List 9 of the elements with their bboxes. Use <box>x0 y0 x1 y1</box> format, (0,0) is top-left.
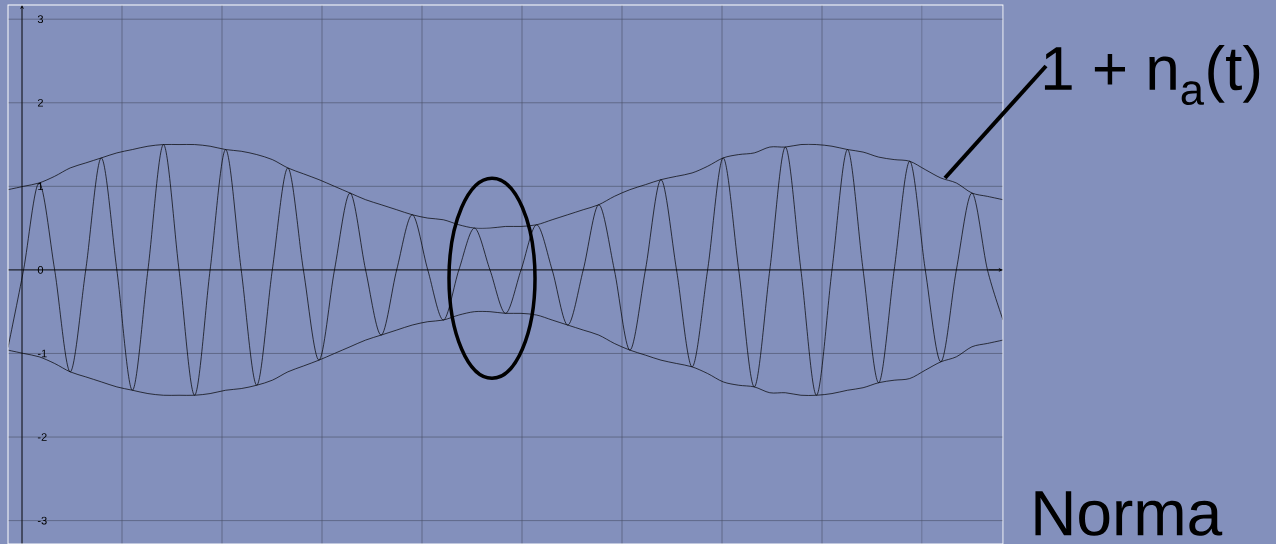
y-tick-label: 0 <box>37 266 44 274</box>
y-tick-label: 1 <box>38 182 43 191</box>
text: Norma <box>1035 491 1223 536</box>
y-tick-label: 2 <box>37 98 43 107</box>
y-tick-label: 3 <box>37 15 44 24</box>
y-tick-label: -1 <box>37 349 47 358</box>
text: 1 + n$_{a}$(t) <box>1044 44 1260 106</box>
y-tick-label: -3 <box>37 516 47 525</box>
y-tick-label: -2 <box>37 433 47 441</box>
